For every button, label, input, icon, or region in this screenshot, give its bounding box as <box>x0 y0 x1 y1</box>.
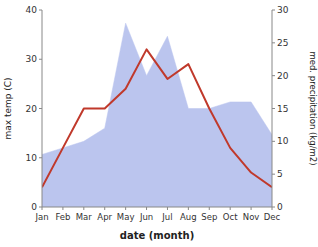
x-tick-label: Nov <box>243 212 260 222</box>
y2-tick <box>272 108 275 109</box>
precipitation-area <box>42 23 272 207</box>
y-tick-label: 0 <box>31 202 37 212</box>
x-tick-label: Aug <box>180 212 197 222</box>
x-tick-label: May <box>117 212 135 222</box>
y-tick <box>39 108 42 109</box>
x-tick-label: Oct <box>223 212 238 222</box>
x-tick <box>146 207 147 210</box>
x-tick <box>188 207 189 210</box>
x-axis-label: date (month) <box>120 230 194 241</box>
y2-tick <box>272 42 275 43</box>
x-tick-label: Dec <box>264 212 281 222</box>
y2-tick-label: 5 <box>277 169 283 179</box>
x-tick <box>167 207 168 210</box>
y-tick-label: 40 <box>26 5 38 15</box>
x-tick <box>125 207 126 210</box>
x-tick-label: Jul <box>161 212 172 222</box>
x-tick <box>272 207 273 210</box>
x-axis-line <box>42 207 272 208</box>
y-tick-label: 30 <box>26 54 38 64</box>
y-tick <box>39 59 42 60</box>
x-tick <box>83 207 84 210</box>
y-tick-label: 20 <box>26 104 38 114</box>
y-tick <box>39 10 42 11</box>
x-tick-label: Jun <box>139 212 153 222</box>
y2-tick <box>272 174 275 175</box>
y2-axis-label: med. precipitation (kg/m2) <box>308 51 318 165</box>
x-tick-label: Apr <box>97 212 112 222</box>
series-group <box>42 23 272 207</box>
x-tick <box>230 207 231 210</box>
y2-tick-label: 20 <box>277 71 289 81</box>
temp-line <box>42 49 272 187</box>
x-tick-label: Jan <box>34 212 48 222</box>
x-tick <box>104 207 105 210</box>
y2-tick-label: 10 <box>277 136 289 146</box>
x-tick-label: Feb <box>55 212 70 222</box>
x-tick <box>62 207 63 210</box>
y2-tick-label: 25 <box>277 38 288 48</box>
y2-tick-label: 30 <box>277 5 289 15</box>
x-tick <box>42 207 43 210</box>
y2-tick <box>272 75 275 76</box>
chart: 0 10 20 30 40 0 5 10 15 20 25 30 Jan Feb Mar Apr May Jun J… <box>0 0 318 247</box>
x-tick-label: Mar <box>76 212 93 222</box>
x-tick <box>209 207 210 210</box>
x-tick <box>251 207 252 210</box>
x-tick-label: Sep <box>201 212 217 222</box>
y-tick <box>39 157 42 158</box>
y2-tick <box>272 10 275 11</box>
y-tick-label: 10 <box>26 153 38 163</box>
y2-tick-label: 15 <box>277 104 288 114</box>
y2-tick-label: 0 <box>277 202 283 212</box>
y2-tick <box>272 141 275 142</box>
y-axis-label: max temp (C) <box>3 77 13 139</box>
